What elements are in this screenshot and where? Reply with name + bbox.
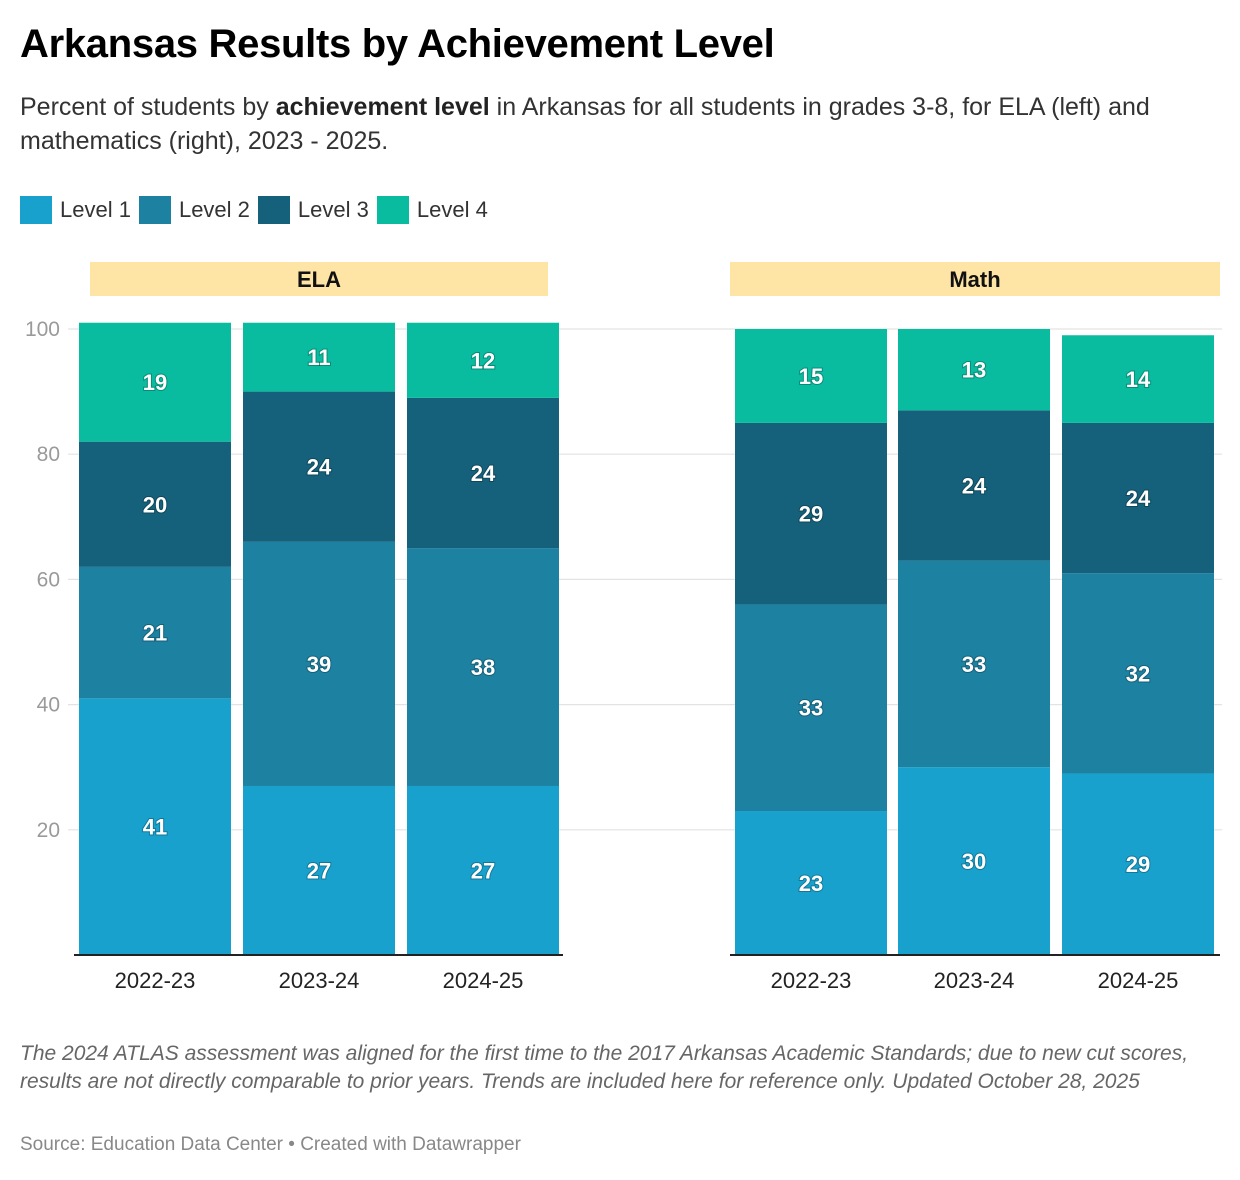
bar-value-label: 12 — [471, 348, 495, 373]
bar-segment — [898, 410, 1050, 561]
bar-segment — [243, 391, 395, 542]
legend-item-level-3: Level 3 — [257, 196, 369, 224]
chart-source: Source: Education Data Center • Created … — [20, 1134, 521, 1155]
legend-label-level-1: Level 1 — [60, 197, 131, 222]
bar-segment — [898, 560, 1050, 768]
bar-segment — [735, 604, 887, 812]
panel-header-bg — [90, 262, 548, 296]
panel-header-bg — [730, 262, 1220, 296]
legend-swatch-level-1 — [20, 196, 52, 224]
x-tick-label: 2023-24 — [279, 968, 360, 993]
legend-item-level-2: Level 2 — [138, 196, 250, 224]
bar-segment — [1062, 335, 1214, 423]
bar-value-label: 24 — [962, 474, 987, 499]
bar-value-label: 14 — [1126, 367, 1151, 392]
subtitle-text-end: in Arkansas for all students in grades 3… — [20, 93, 1150, 155]
x-tick-label: 2022-23 — [115, 968, 196, 993]
bar-value-label: 27 — [307, 858, 331, 883]
legend-swatch-level-3 — [257, 196, 290, 224]
chart-notes: The 2024 ATLAS assessment was aligned fo… — [20, 1042, 1189, 1093]
bar-segment — [79, 566, 231, 699]
chart-subtitle: Percent of students by achievement level… — [20, 90, 1225, 158]
bar-segment — [1062, 773, 1214, 955]
bar-value-label: 41 — [143, 815, 167, 840]
legend-label-level-4: Level 4 — [416, 197, 488, 222]
legend-label-level-3: Level 3 — [297, 197, 369, 222]
y-tick-label: 20 — [37, 819, 60, 842]
bar-segment — [79, 441, 231, 567]
legend-swatch-level-4 — [376, 196, 409, 224]
bar-value-label: 15 — [799, 364, 823, 389]
bar-value-label: 30 — [962, 849, 986, 874]
bar-value-label: 19 — [143, 370, 167, 395]
bar-segment — [243, 541, 395, 786]
bar-value-label: 39 — [307, 652, 331, 677]
bar-value-label: 33 — [799, 696, 823, 721]
bar-segment — [79, 698, 231, 955]
bar-value-label: 29 — [1126, 852, 1150, 877]
bar-value-label: 24 — [471, 461, 496, 486]
bar-value-label: 29 — [799, 502, 823, 527]
subtitle-text-start: Percent of students by — [20, 93, 276, 121]
subtitle-bold-text: achievement level — [275, 93, 490, 121]
bar-value-label: 33 — [962, 652, 986, 677]
bar-segment — [407, 785, 559, 955]
x-tick-label: 2024-25 — [1098, 968, 1179, 993]
bar-segment — [898, 767, 1050, 955]
chart-title: Arkansas Results by Achievement Level — [20, 22, 775, 66]
x-tick-label: 2023-24 — [934, 968, 1015, 993]
bar-value-label: 20 — [143, 492, 167, 517]
y-tick-label: 100 — [25, 318, 60, 341]
bar-segment — [407, 397, 559, 549]
bar-segment — [79, 322, 231, 442]
panel-header-title: ELA — [297, 267, 341, 292]
bar-segment — [1062, 573, 1214, 774]
bar-value-label: 13 — [962, 358, 986, 383]
bar-value-label: 32 — [1126, 661, 1150, 686]
bar-value-label: 24 — [307, 455, 332, 480]
bar-segment — [243, 785, 395, 955]
bar-segment — [407, 322, 559, 398]
bar-value-label: 27 — [471, 858, 495, 883]
bar-value-label: 24 — [1126, 486, 1151, 511]
bar-segment — [735, 422, 887, 605]
bar-segment — [735, 811, 887, 955]
bar-value-label: 21 — [143, 621, 167, 646]
x-tick-label: 2022-23 — [771, 968, 852, 993]
bar-value-label: 38 — [471, 655, 495, 680]
bar-segment — [898, 329, 1050, 411]
y-tick-label: 40 — [37, 694, 60, 717]
x-tick-label: 2024-25 — [443, 968, 524, 993]
legend-item-level-1: Level 1 — [20, 196, 131, 224]
legend-item-level-4: Level 4 — [376, 196, 488, 224]
bar-segment — [407, 548, 559, 786]
bar-value-label: 23 — [799, 871, 823, 896]
legend: Level 1 Level 2 Level 3 Level 4 — [20, 196, 496, 224]
bar-segment — [735, 329, 887, 423]
bar-segment — [243, 322, 395, 392]
bar-segment — [1062, 422, 1214, 574]
stacked-bar-chart: 20 40 60 80 100 ELA 41 21 20 19 2022-23 27 39 24 11 202… — [25, 262, 1222, 993]
y-tick-label: 60 — [37, 568, 60, 591]
y-tick-label: 80 — [37, 443, 60, 466]
legend-swatch-level-2 — [138, 196, 171, 224]
panel-header-title: Math — [949, 267, 1000, 292]
legend-label-level-2: Level 2 — [178, 197, 250, 222]
bar-value-label: 11 — [307, 345, 330, 370]
